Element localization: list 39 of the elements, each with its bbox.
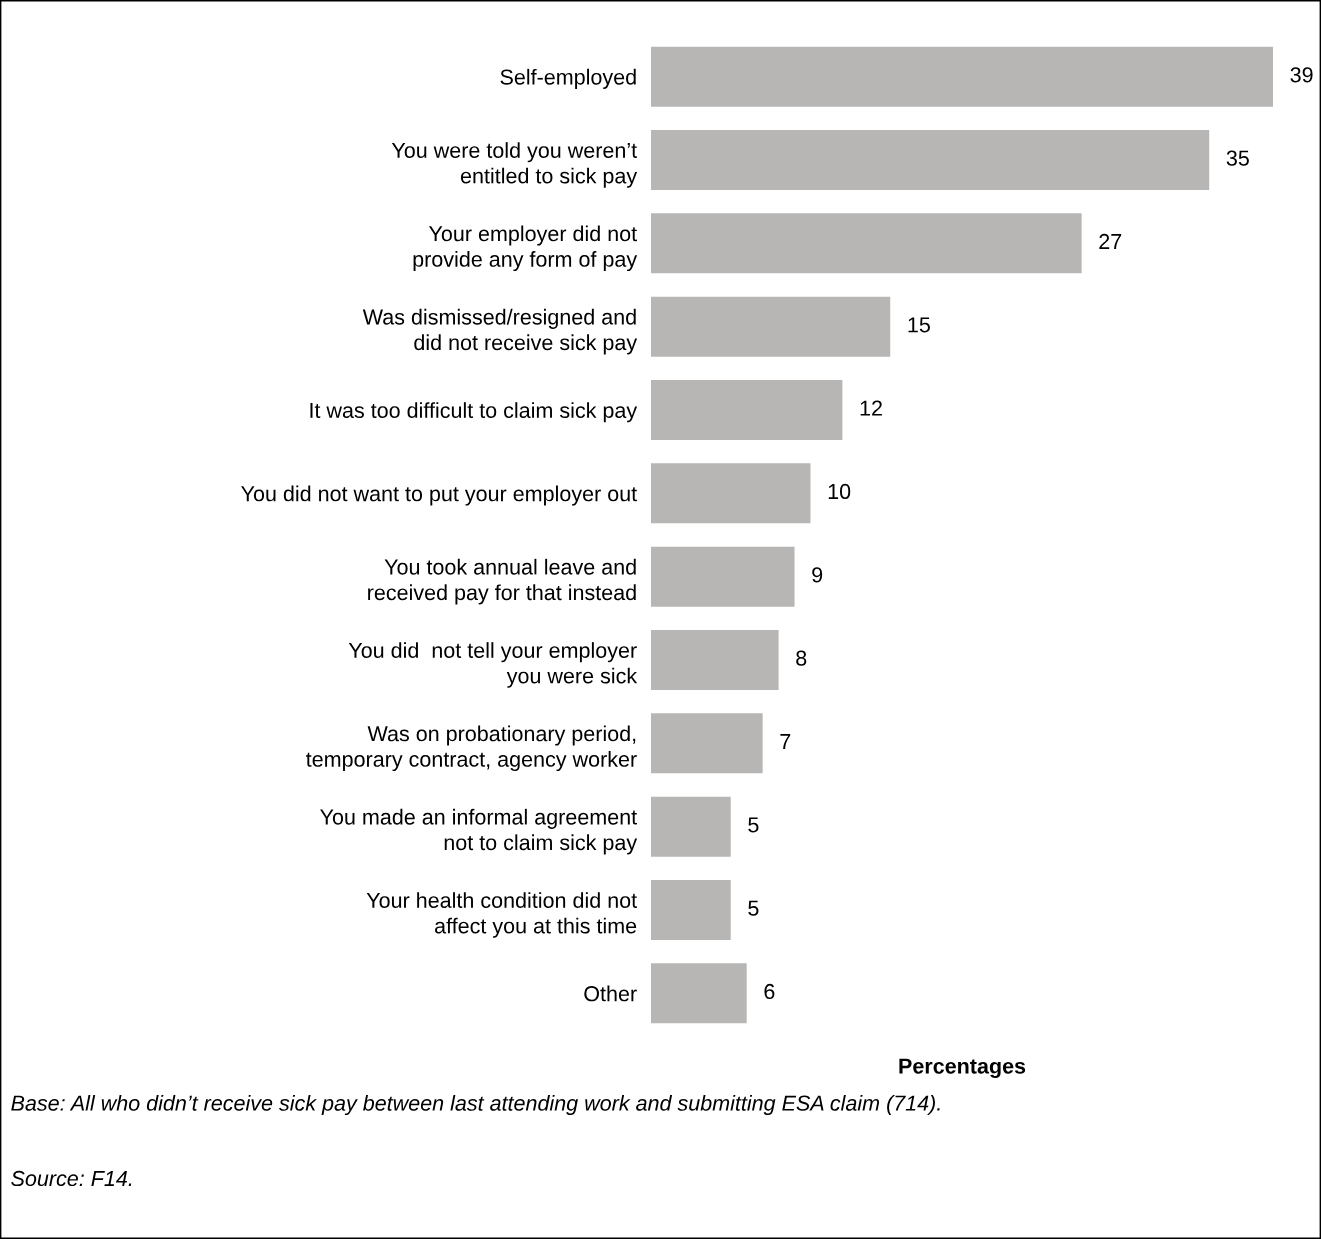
data-label: 8 bbox=[796, 650, 807, 666]
bar bbox=[651, 963, 747, 1024]
bar bbox=[651, 796, 731, 857]
bar bbox=[651, 380, 843, 440]
y-tick-label: Your health condition did not affect you at this time bbox=[366, 892, 637, 938]
bar bbox=[651, 130, 1210, 190]
y-tick-label: You took annual leave and received pay for that instead bbox=[368, 558, 636, 605]
source-note: Source: F14. bbox=[11, 1170, 132, 1187]
y-tick-label: Was dismissed/resigned and did not receive sick pay bbox=[362, 308, 638, 355]
bar bbox=[651, 546, 795, 607]
text: Base: All who didn’t receive sick pay between last attending work and submitting ESA claim (714). bbox=[11, 1094, 940, 1116]
y-tick-label: Other bbox=[584, 985, 637, 1002]
y-tick-label: You did not tell your employer you were sick bbox=[348, 642, 638, 688]
data-label: 10 bbox=[828, 483, 851, 500]
y-tick-label: Self-employed bbox=[500, 68, 636, 89]
data-label: 39 bbox=[1290, 67, 1313, 83]
y-tick-label: You did not want to put your employer out bbox=[241, 485, 637, 506]
data-label: 6 bbox=[764, 983, 775, 1000]
data-label: 12 bbox=[860, 400, 882, 416]
data-label: 7 bbox=[780, 734, 791, 749]
data-label: 5 bbox=[748, 817, 759, 833]
bar bbox=[651, 463, 811, 524]
data-label: 5 bbox=[748, 900, 759, 916]
bar bbox=[651, 46, 1273, 107]
y-tick-label: Your employer did not provide any form of pay bbox=[413, 225, 638, 272]
bar bbox=[651, 296, 891, 357]
bar bbox=[651, 713, 763, 774]
y-tick-label: It was too difficult to claim sick pay bbox=[310, 402, 638, 423]
bar bbox=[651, 880, 731, 940]
data-label: 15 bbox=[908, 317, 930, 333]
bar bbox=[651, 213, 1082, 274]
data-label: 27 bbox=[1099, 233, 1122, 249]
y-tick-label: Was on probationary period, temporary contract, agency worker bbox=[306, 725, 637, 772]
y-tick-label: You made an informal agreement not to claim sick pay bbox=[320, 808, 638, 855]
y-tick-label: You were told you weren’t entitled to sick pay bbox=[391, 142, 638, 188]
data-label: 35 bbox=[1226, 150, 1249, 166]
x-axis-title: Percentages bbox=[899, 1058, 1026, 1079]
data-label: 9 bbox=[812, 567, 823, 583]
bar bbox=[651, 630, 779, 690]
